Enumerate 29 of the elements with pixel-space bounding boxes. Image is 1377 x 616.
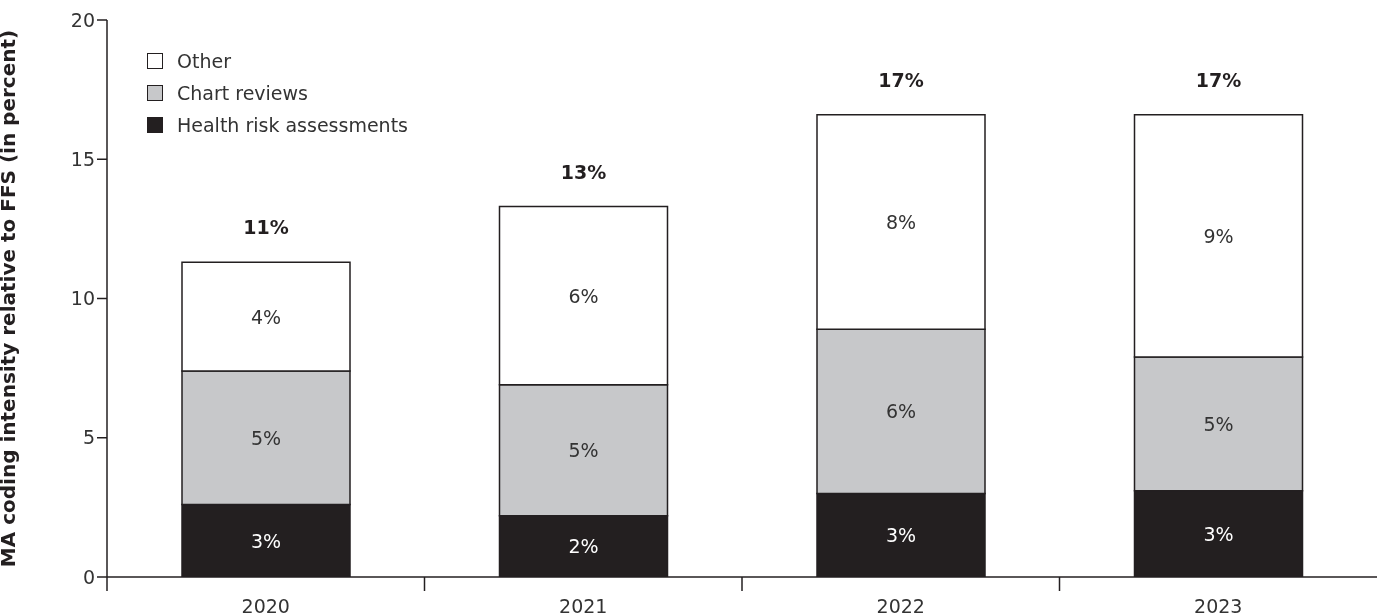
y-tick-label: 20 (70, 8, 95, 31)
total-label: 11% (243, 216, 289, 239)
data-label: 4% (250, 305, 282, 328)
data-label: 5% (250, 426, 282, 449)
data-label: 5% (1203, 412, 1234, 435)
x-tick-label: 2022 (876, 595, 925, 616)
y-tick-label: 15 (70, 147, 95, 170)
x-tick-label: 2020 (241, 595, 290, 616)
y-tick-label: 10 (70, 287, 95, 310)
total-label: 17% (878, 68, 924, 91)
x-tick-label: 2021 (559, 595, 608, 616)
y-tick-label: 5 (82, 426, 95, 449)
y-axis-title: MA coding intensity relative to FFS (in percent) (0, 29, 21, 568)
data-label: 3% (885, 524, 917, 547)
x-tick-label: 2023 (1194, 595, 1243, 616)
data-label: 3% (1203, 522, 1234, 545)
total-label: 17% (1195, 68, 1242, 91)
data-label: 3% (250, 529, 282, 552)
total-label: 13% (560, 160, 607, 183)
data-label: 5% (568, 439, 599, 462)
data-label: 9% (1203, 224, 1234, 247)
y-tick-label: 0 (82, 565, 95, 588)
data-label: 8% (885, 210, 917, 233)
legend-label: Health risk assessments (177, 114, 408, 136)
data-label: 6% (568, 284, 599, 307)
data-label: 6% (885, 400, 917, 423)
data-label: 2% (568, 535, 599, 558)
legend-label: Other (177, 50, 231, 72)
legend-label: Chart reviews (177, 82, 308, 104)
